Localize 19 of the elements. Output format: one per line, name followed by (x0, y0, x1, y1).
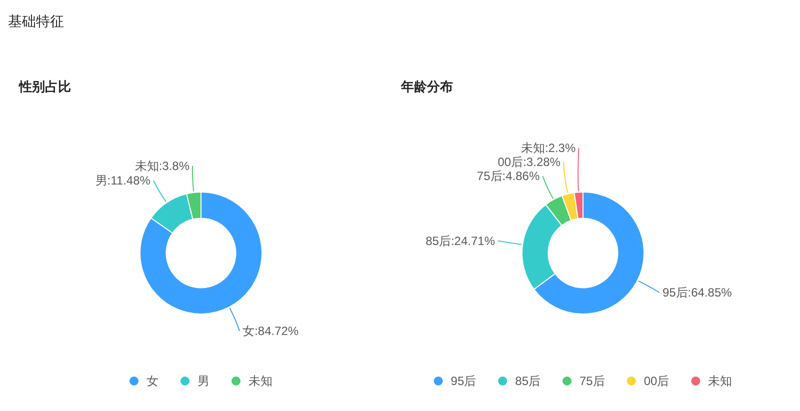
data-label: 75后:4.86% (476, 169, 540, 184)
legend-label: 95后 (450, 374, 476, 388)
legend-label: 85后 (515, 374, 540, 388)
data-label: 男:11.48% (95, 173, 151, 188)
legend-label: 男 (198, 374, 210, 388)
data-label: 95后:64.85% (662, 286, 732, 300)
legend-label: 00后 (644, 374, 670, 388)
data-label: 未知:3.8% (134, 158, 190, 173)
data-label: 未知:2.3% (520, 141, 576, 156)
data-label: 女:84.72% (242, 324, 299, 338)
data-label: 85后:24.71% (426, 234, 496, 248)
data-label: 00后:3.28% (498, 155, 561, 170)
chart-title: 性别占比 (18, 79, 71, 94)
legend-label: 未知 (708, 374, 732, 388)
chart-title: 年龄分布 (400, 79, 453, 94)
legend-label: 女 (146, 374, 158, 388)
legend-label: 75后 (580, 374, 605, 388)
text: 基础特征 (8, 13, 64, 29)
legend-label: 未知 (248, 374, 272, 388)
